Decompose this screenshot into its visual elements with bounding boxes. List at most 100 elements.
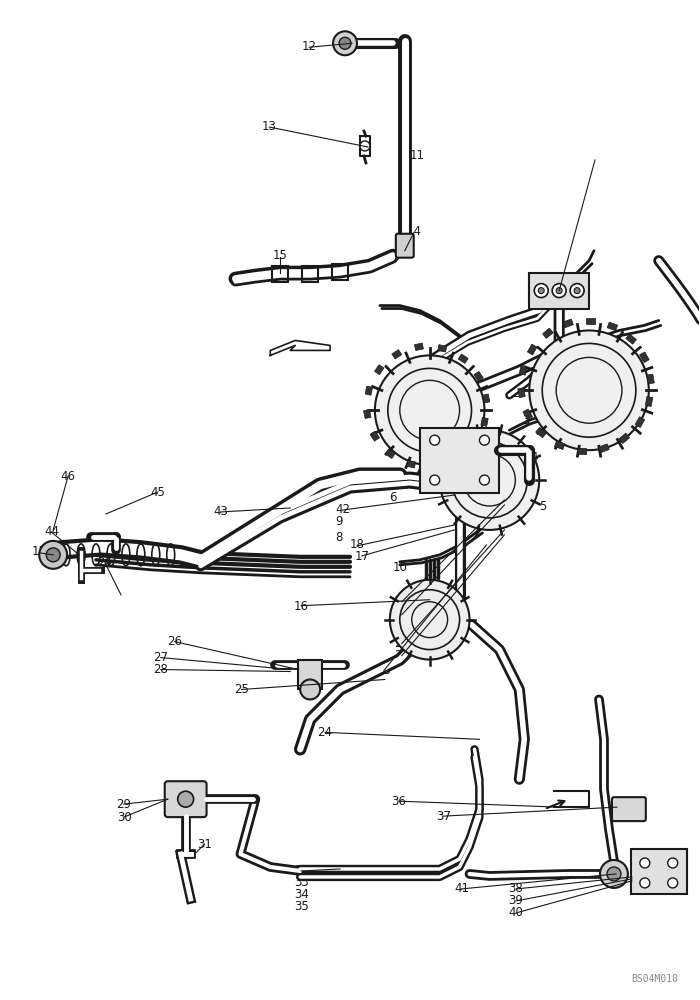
Text: BS04M010: BS04M010 bbox=[631, 974, 679, 984]
Circle shape bbox=[300, 680, 320, 699]
Text: 37: 37 bbox=[436, 810, 451, 823]
Text: 24: 24 bbox=[97, 556, 112, 569]
Bar bbox=[392, 350, 402, 359]
Bar bbox=[363, 410, 371, 419]
Circle shape bbox=[430, 435, 440, 445]
Text: 7: 7 bbox=[381, 476, 388, 489]
Circle shape bbox=[668, 858, 678, 868]
Bar bbox=[374, 365, 384, 375]
Bar bbox=[626, 334, 636, 344]
Bar bbox=[332, 264, 348, 280]
Text: 5: 5 bbox=[540, 500, 547, 513]
Text: 28: 28 bbox=[153, 663, 168, 676]
Bar bbox=[554, 441, 565, 450]
Bar bbox=[536, 427, 547, 438]
Circle shape bbox=[574, 288, 580, 294]
Circle shape bbox=[178, 791, 194, 807]
Bar bbox=[635, 417, 645, 427]
Bar bbox=[518, 388, 525, 398]
Text: 17: 17 bbox=[355, 550, 370, 563]
Text: 13: 13 bbox=[262, 120, 276, 133]
Text: 43: 43 bbox=[213, 505, 228, 518]
Text: 4: 4 bbox=[531, 451, 538, 464]
Text: 45: 45 bbox=[150, 486, 165, 499]
Bar bbox=[370, 431, 379, 441]
Text: 46: 46 bbox=[61, 470, 76, 483]
Text: 12: 12 bbox=[302, 40, 317, 53]
Circle shape bbox=[668, 878, 678, 888]
Bar bbox=[420, 428, 499, 493]
Bar bbox=[607, 322, 617, 331]
Circle shape bbox=[534, 284, 548, 298]
Text: 15: 15 bbox=[273, 249, 288, 262]
Bar bbox=[640, 352, 649, 363]
Bar bbox=[523, 409, 533, 420]
Text: 3: 3 bbox=[522, 414, 529, 427]
Text: 39: 39 bbox=[508, 894, 524, 907]
Bar bbox=[619, 433, 629, 444]
Bar bbox=[482, 394, 490, 403]
Text: 21: 21 bbox=[394, 637, 409, 650]
Circle shape bbox=[39, 541, 67, 569]
Bar bbox=[430, 462, 439, 469]
Text: 27: 27 bbox=[153, 651, 168, 664]
Text: 23: 23 bbox=[376, 664, 391, 677]
Bar bbox=[458, 354, 468, 363]
Text: 35: 35 bbox=[294, 900, 309, 913]
FancyBboxPatch shape bbox=[612, 797, 646, 821]
Text: 36: 36 bbox=[391, 795, 406, 808]
Text: 2: 2 bbox=[462, 446, 470, 459]
Text: 31: 31 bbox=[197, 838, 212, 851]
Text: 40: 40 bbox=[508, 906, 524, 919]
Text: 42: 42 bbox=[335, 503, 351, 516]
Text: 25: 25 bbox=[234, 683, 248, 696]
Text: 33: 33 bbox=[294, 876, 309, 889]
Bar bbox=[298, 660, 322, 689]
Text: 16: 16 bbox=[294, 600, 309, 613]
Circle shape bbox=[556, 288, 562, 294]
Text: 24: 24 bbox=[317, 726, 332, 739]
Circle shape bbox=[552, 284, 566, 298]
Text: 30: 30 bbox=[117, 811, 132, 824]
Bar bbox=[631, 849, 687, 894]
Circle shape bbox=[480, 475, 489, 485]
Polygon shape bbox=[270, 340, 330, 355]
Bar bbox=[365, 386, 372, 395]
Text: 9: 9 bbox=[335, 515, 342, 528]
Circle shape bbox=[570, 284, 584, 298]
Bar bbox=[438, 345, 447, 352]
Circle shape bbox=[607, 867, 621, 881]
Circle shape bbox=[480, 435, 489, 445]
Circle shape bbox=[538, 288, 544, 294]
Circle shape bbox=[46, 548, 60, 562]
Circle shape bbox=[640, 878, 650, 888]
Circle shape bbox=[529, 330, 649, 450]
Bar bbox=[302, 266, 318, 282]
Bar bbox=[645, 397, 653, 406]
Text: 14: 14 bbox=[407, 225, 421, 238]
Text: 38: 38 bbox=[509, 882, 524, 895]
Bar bbox=[529, 273, 589, 309]
Bar bbox=[414, 343, 424, 351]
Circle shape bbox=[333, 31, 357, 55]
Text: 20: 20 bbox=[394, 608, 409, 621]
Circle shape bbox=[360, 141, 370, 151]
Text: 6: 6 bbox=[389, 491, 397, 504]
Bar bbox=[598, 444, 609, 453]
Text: 44: 44 bbox=[44, 525, 59, 538]
Text: 32: 32 bbox=[294, 864, 309, 877]
Circle shape bbox=[600, 860, 628, 888]
Bar bbox=[385, 449, 396, 458]
Circle shape bbox=[430, 475, 440, 485]
Circle shape bbox=[440, 430, 539, 530]
Circle shape bbox=[339, 37, 351, 49]
Bar bbox=[407, 460, 416, 468]
Bar bbox=[481, 417, 488, 426]
Text: 8: 8 bbox=[335, 531, 342, 544]
Text: 2: 2 bbox=[512, 387, 519, 400]
Bar bbox=[647, 374, 655, 384]
Bar bbox=[272, 266, 288, 282]
Bar bbox=[452, 454, 461, 463]
Circle shape bbox=[375, 355, 484, 465]
FancyBboxPatch shape bbox=[395, 234, 414, 258]
